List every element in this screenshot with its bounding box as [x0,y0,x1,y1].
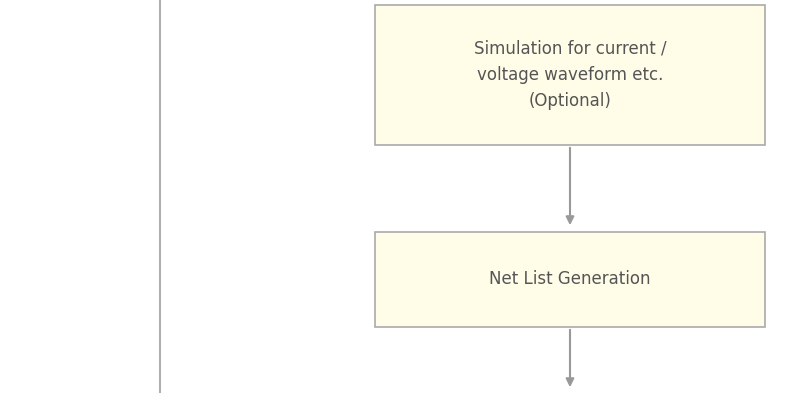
FancyBboxPatch shape [375,5,765,145]
FancyBboxPatch shape [375,232,765,327]
Text: Simulation for current /
voltage waveform etc.
(Optional): Simulation for current / voltage wavefor… [474,40,666,110]
Text: Net List Generation: Net List Generation [490,270,650,288]
